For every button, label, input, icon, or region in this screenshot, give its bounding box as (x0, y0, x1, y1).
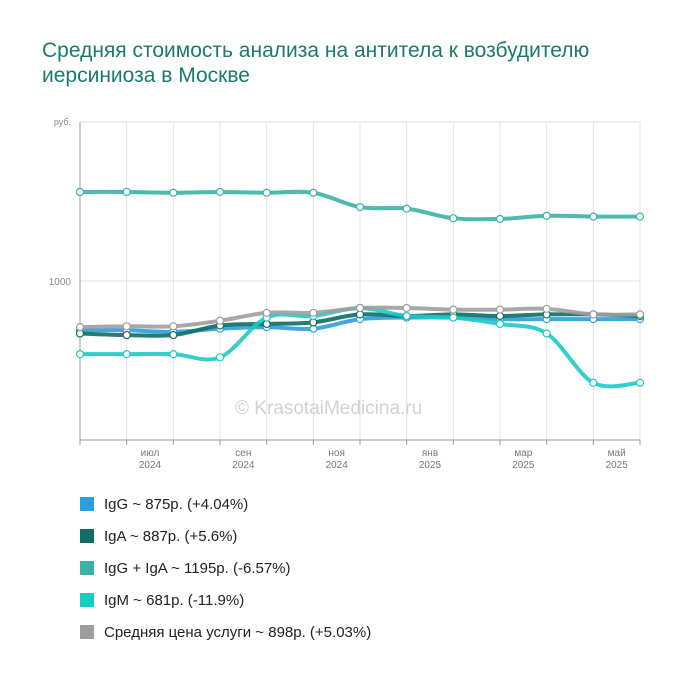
line-chart: 1000руб.июл2024сен2024ноя2024янв2025мар2… (49, 117, 645, 471)
chart-title: Средняя стоимость анализа на антитела к … (42, 39, 590, 87)
data-point (635, 310, 645, 319)
legend-label: IgG ~ 875р. (+4.04%) (104, 495, 249, 513)
legend-item[interactable]: Средняя цена услуги ~ 898р. (+5.03%) (80, 616, 371, 648)
x-tick-label-year: 2024 (232, 460, 255, 471)
data-point (122, 322, 131, 331)
legend-swatch (80, 497, 94, 511)
data-point (215, 353, 225, 362)
x-tick-label-year: 2024 (326, 460, 349, 471)
legend-item[interactable]: IgA ~ 887р. (+5.6%) (80, 520, 371, 552)
legend-swatch (80, 561, 94, 575)
data-point (75, 350, 85, 359)
data-point (635, 378, 645, 387)
legend-item[interactable]: IgG ~ 875р. (+4.04%) (80, 488, 371, 520)
data-point (309, 188, 318, 197)
data-point (169, 322, 178, 331)
data-point (169, 350, 178, 359)
legend-label: IgA ~ 887р. (+5.6%) (104, 527, 238, 545)
legend-swatch (80, 593, 94, 607)
data-point (262, 188, 271, 197)
legend-label: IgG + IgA ~ 1195р. (-6.57%) (104, 559, 291, 577)
chart-legend: IgG ~ 875р. (+4.04%) IgA ~ 887р. (+5.6%)… (80, 488, 371, 648)
data-point (75, 323, 85, 332)
data-point (355, 202, 365, 212)
data-point (589, 378, 598, 387)
x-tick-label-month: сен (235, 448, 251, 459)
data-point (122, 330, 131, 340)
x-tick-label-month: янв (422, 448, 438, 459)
data-point (589, 310, 598, 319)
x-tick-label-year: 2024 (139, 460, 162, 471)
data-point (449, 313, 458, 322)
data-point (402, 311, 411, 321)
data-point (542, 329, 551, 338)
data-point (635, 212, 645, 221)
data-point (122, 187, 131, 197)
x-tick-label-year: 2025 (512, 460, 535, 471)
x-tick-label-year: 2025 (419, 460, 442, 471)
data-point (542, 304, 551, 313)
data-point (402, 204, 411, 213)
data-point (495, 319, 505, 329)
data-point (75, 187, 85, 197)
legend-item[interactable]: IgM ~ 681р. (-11.9%) (80, 584, 371, 616)
x-tick-label-month: мар (514, 448, 532, 459)
data-point (215, 187, 225, 197)
data-point (449, 305, 458, 314)
data-point (169, 188, 178, 197)
data-point (449, 214, 458, 223)
y-axis-unit: руб. (54, 117, 71, 127)
data-point (355, 303, 365, 313)
data-point (309, 308, 318, 317)
legend-label: IgM ~ 681р. (-11.9%) (104, 591, 245, 609)
data-point (589, 212, 598, 221)
x-tick-label-month: ноя (328, 448, 345, 459)
legend-label: Средняя цена услуги ~ 898р. (+5.03%) (104, 623, 372, 641)
x-tick-label-month: июл (141, 448, 160, 459)
data-point (215, 316, 225, 325)
data-point (495, 305, 505, 314)
watermark: © KrasotaiMedicina.ru (235, 398, 423, 419)
x-tick-label-month: май (608, 448, 626, 459)
legend-swatch (80, 625, 94, 639)
y-tick-label: 1000 (49, 277, 72, 288)
data-point (169, 330, 178, 340)
x-tick-label-year: 2025 (606, 460, 629, 471)
data-point (262, 308, 271, 317)
data-point (402, 303, 411, 313)
legend-swatch (80, 529, 94, 543)
data-point (122, 350, 131, 359)
legend-item[interactable]: IgG + IgA ~ 1195р. (-6.57%) (80, 552, 371, 584)
data-point (495, 214, 505, 224)
data-point (542, 211, 551, 220)
